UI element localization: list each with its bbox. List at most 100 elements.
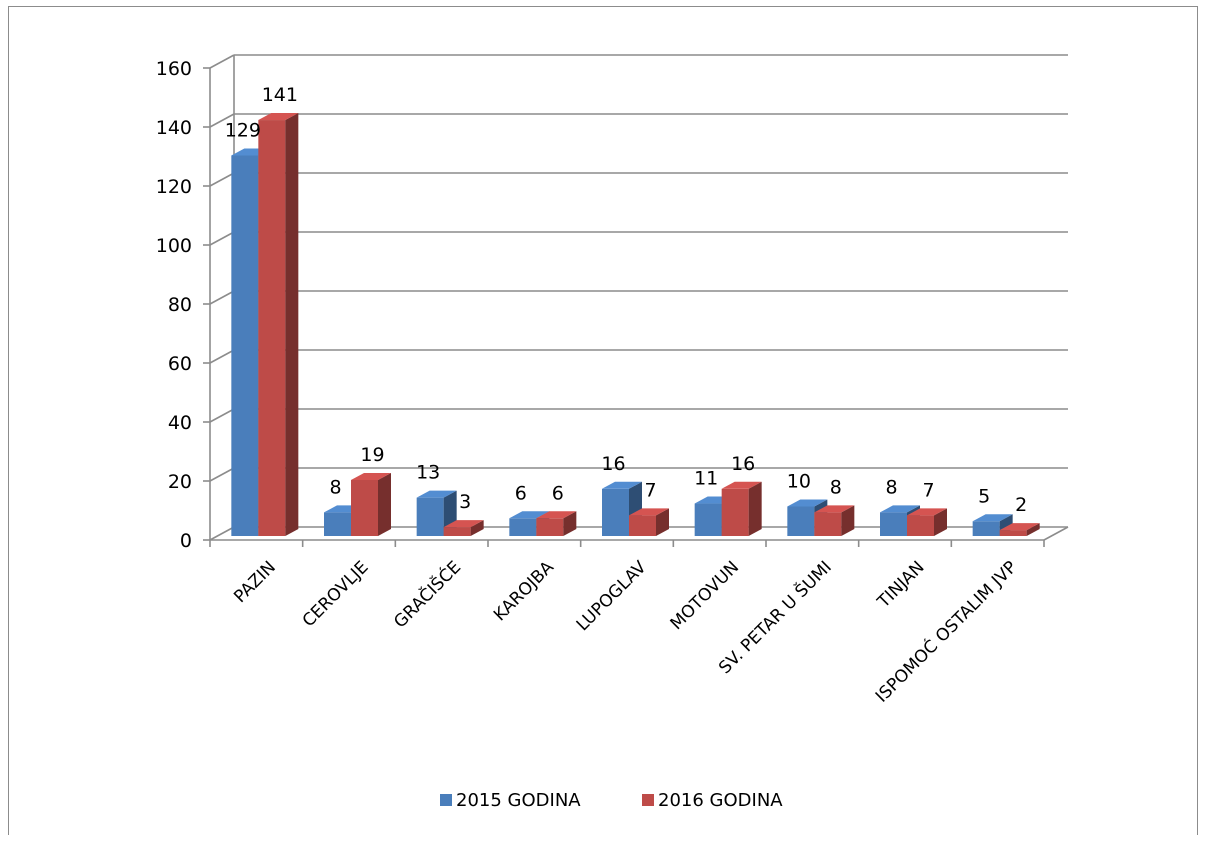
- bar-front: [880, 512, 907, 536]
- bar-front: [509, 518, 537, 536]
- bar-top: [443, 520, 484, 528]
- category-label: PAZIN: [230, 557, 280, 607]
- bar: [536, 511, 577, 536]
- bar: [351, 472, 391, 536]
- bar-side: [934, 508, 947, 536]
- y-tick-label: 160: [156, 58, 192, 80]
- bar-side: [563, 511, 577, 536]
- bar: [629, 508, 669, 536]
- bar-top: [258, 113, 299, 121]
- data-label: 7: [644, 479, 656, 501]
- legend: 2015 GODINA 2016 GODINA: [440, 790, 783, 811]
- bar-top: [907, 508, 947, 516]
- y-tick-label: 80: [168, 294, 192, 316]
- bar-top: [509, 511, 550, 519]
- bar-front: [258, 120, 286, 537]
- bar-top: [629, 508, 669, 516]
- gridline-diagonal: [209, 290, 235, 305]
- data-label: 129: [225, 119, 261, 141]
- bar-top: [787, 499, 828, 507]
- legend-label: 2016 GODINA: [658, 790, 783, 811]
- bar-front: [324, 512, 351, 536]
- bar-top: [880, 505, 920, 513]
- data-label: 141: [262, 84, 298, 106]
- grid-lines: [209, 54, 1068, 541]
- gridline-diagonal: [209, 172, 235, 187]
- bar-front: [416, 497, 444, 536]
- bar-top: [814, 505, 855, 513]
- y-tick-label: 100: [156, 235, 192, 257]
- data-label: 16: [601, 453, 625, 475]
- bar-side: [470, 520, 484, 536]
- gridline-diagonal: [209, 113, 235, 128]
- bar-top: [536, 511, 577, 519]
- bar-front: [907, 515, 934, 536]
- bar-front: [999, 530, 1027, 536]
- bar-side: [748, 481, 762, 536]
- data-label: 11: [694, 468, 718, 490]
- bar-top: [999, 523, 1040, 531]
- legend-label: 2015 GODINA: [456, 790, 581, 811]
- bar-side: [285, 113, 299, 537]
- data-label: 2: [1015, 494, 1027, 516]
- data-label: 5: [978, 485, 990, 507]
- data-label: 10: [787, 471, 811, 493]
- bar-front: [536, 518, 564, 536]
- floor-right-edge: [1043, 526, 1069, 541]
- y-tick-label: 40: [168, 412, 192, 434]
- bar-top: [416, 490, 457, 498]
- bar-side: [841, 505, 855, 536]
- category-label: MOTOVUN: [667, 557, 744, 634]
- bar-front: [814, 512, 842, 536]
- bar: [814, 505, 855, 536]
- bar-top: [972, 514, 1013, 522]
- data-label: 16: [731, 453, 755, 475]
- data-label: 13: [416, 462, 440, 484]
- bar-front: [231, 155, 259, 536]
- bar-front: [694, 503, 722, 536]
- bar-side: [656, 508, 669, 536]
- bar: [443, 520, 484, 536]
- category-label: KAROJBA: [490, 557, 558, 625]
- bar-front: [787, 506, 815, 536]
- data-label: 8: [830, 476, 842, 498]
- bars: [231, 113, 1040, 537]
- data-label: 6: [552, 482, 564, 504]
- bar: [721, 481, 762, 536]
- data-label: 6: [515, 482, 527, 504]
- data-label: 7: [922, 479, 934, 501]
- bar-front: [972, 521, 1000, 536]
- bar-side: [1026, 523, 1040, 536]
- legend-swatch: [440, 794, 452, 806]
- chart-frame: [8, 6, 1198, 835]
- data-label: 8: [885, 476, 897, 498]
- bar-side: [378, 472, 391, 536]
- bar-front: [602, 488, 629, 536]
- axes: 0 20 40 60 80 100 120 140 160: [156, 58, 1069, 552]
- bar-top: [721, 481, 762, 489]
- bar: [258, 113, 299, 537]
- bar-top: [351, 472, 391, 480]
- bar-front: [443, 527, 471, 536]
- gridline-diagonal: [209, 231, 235, 246]
- bar-front: [721, 488, 749, 536]
- y-tick-label: 60: [168, 353, 192, 375]
- gridline-diagonal: [209, 526, 235, 541]
- category-label: CEROVLJE: [299, 557, 373, 631]
- bar-top: [602, 481, 642, 489]
- data-label: 19: [360, 444, 384, 466]
- y-tick-label: 140: [156, 117, 192, 139]
- category-labels: PAZIN CEROVLJE GRAČIŠĆE KAROJBA LUPOGLAV MOTO…: [230, 556, 1021, 707]
- category-label: LUPOGLAV: [573, 557, 651, 635]
- gridline-diagonal: [209, 349, 235, 364]
- data-label: 8: [329, 476, 341, 498]
- y-tick-label: 0: [180, 530, 192, 552]
- gridline-diagonal: [209, 467, 235, 482]
- y-tick-label: 20: [168, 471, 192, 493]
- data-label: 3: [459, 491, 471, 513]
- category-label: TINJAN: [873, 557, 928, 612]
- bar: [907, 508, 947, 536]
- category-label: GRAČIŠĆE: [389, 556, 465, 632]
